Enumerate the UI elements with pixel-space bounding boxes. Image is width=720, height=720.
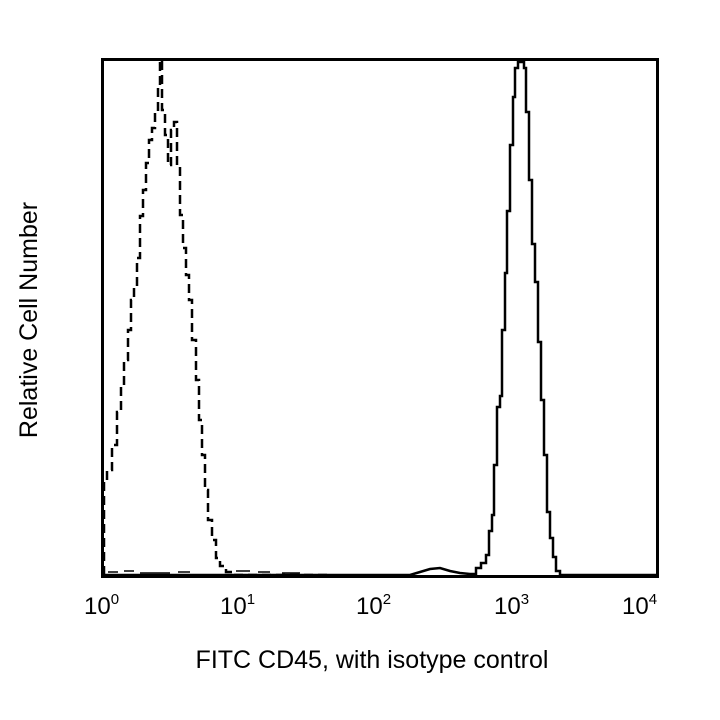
x-tick-10e4: 104 <box>622 591 657 620</box>
x-tick-10e2: 102 <box>356 591 391 620</box>
x-tick-10e3: 103 <box>494 591 529 620</box>
plot-frame <box>101 58 659 578</box>
baseline-noise <box>108 570 300 574</box>
x-tick-10e1: 101 <box>220 591 255 620</box>
isotype-histogram-dashed <box>102 58 330 577</box>
cd45-histogram-solid <box>104 60 656 577</box>
x-tick-labels: 100 101 102 103 104 <box>84 591 657 620</box>
x-tick-10e0: 100 <box>84 591 119 620</box>
x-axis-title: FITC CD45, with isotype control <box>196 646 549 674</box>
y-axis-title: Relative Cell Number <box>15 202 43 438</box>
